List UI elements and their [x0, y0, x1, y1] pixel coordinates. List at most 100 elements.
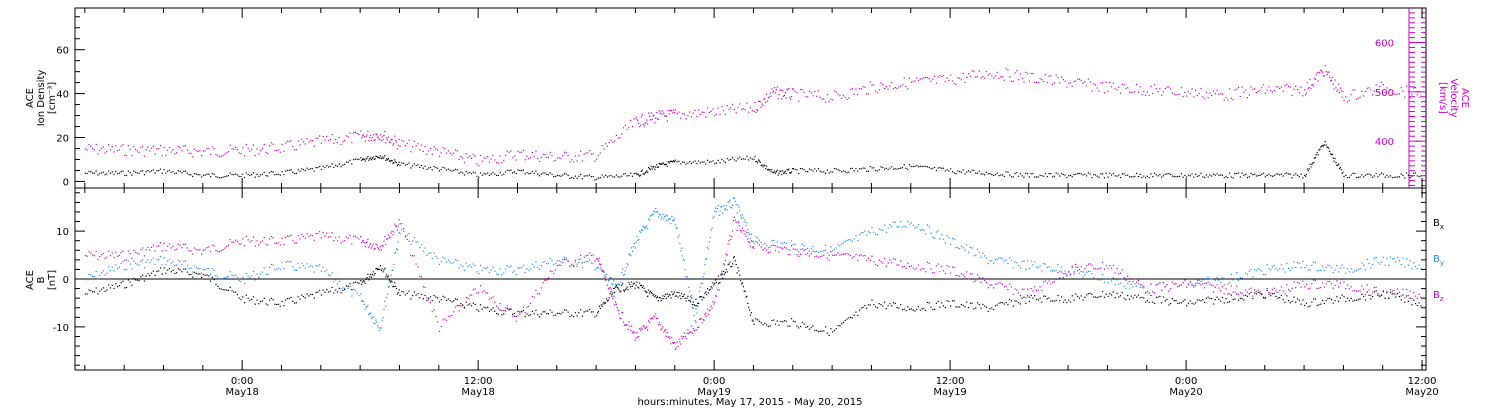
- data-point-by: [634, 247, 636, 249]
- data-point-bx: [750, 312, 752, 314]
- data-point-bz: [673, 342, 675, 344]
- data-point-ion-density: [896, 168, 898, 170]
- data-point-ion-density: [386, 159, 389, 161]
- data-point-bx: [898, 307, 900, 309]
- data-point-ion-density: [1057, 173, 1059, 175]
- data-point-ion-density: [651, 168, 653, 170]
- data-point-by: [855, 234, 857, 237]
- data-point-velocity: [462, 157, 464, 159]
- data-point-bz: [691, 332, 693, 334]
- data-point-ion-density: [1034, 176, 1036, 178]
- data-point-bx: [844, 319, 846, 322]
- data-point-ion-density: [1050, 172, 1052, 175]
- legend-bx: Bx: [1433, 218, 1444, 231]
- data-point-ion-density: [1166, 173, 1168, 175]
- panel2-series: [84, 197, 1422, 351]
- data-point-ion-density: [786, 169, 788, 171]
- data-point-bz: [910, 265, 912, 267]
- data-point-velocity: [1286, 83, 1288, 85]
- data-point-bx: [199, 273, 201, 275]
- data-point-by: [976, 248, 979, 250]
- data-point-bz: [567, 260, 569, 262]
- data-point-by: [354, 289, 356, 292]
- data-point-bx: [782, 321, 784, 323]
- data-point-bz: [373, 248, 375, 250]
- data-point-ion-density: [982, 173, 984, 175]
- data-point-ion-density: [946, 169, 948, 171]
- data-point-velocity: [1346, 101, 1349, 103]
- data-point-by: [274, 269, 276, 271]
- data-point-bx: [1014, 300, 1016, 302]
- panel1-ylabel-line1: ACE: [25, 88, 36, 108]
- data-point-by: [1259, 269, 1261, 271]
- data-point-by: [824, 244, 827, 247]
- data-point-ion-density: [1128, 176, 1131, 178]
- data-point-velocity: [835, 91, 837, 93]
- data-point-by: [590, 262, 592, 264]
- data-point-by: [1209, 278, 1211, 280]
- data-point-bz: [755, 240, 757, 243]
- data-point-ion-density: [267, 175, 269, 177]
- data-point-bx: [681, 296, 684, 298]
- data-point-bx: [201, 276, 203, 278]
- data-point-ion-density: [670, 160, 672, 163]
- data-point-bz: [862, 255, 864, 257]
- data-point-bz: [597, 258, 599, 260]
- data-point-by: [632, 245, 634, 248]
- data-point-bx: [364, 282, 366, 284]
- data-point-ion-density: [499, 171, 501, 174]
- data-point-ion-density: [668, 162, 670, 164]
- data-point-velocity: [199, 150, 201, 152]
- data-point-by: [1139, 286, 1141, 288]
- data-point-ion-density: [1136, 172, 1138, 175]
- data-point-ion-density: [127, 170, 129, 172]
- data-point-by: [1318, 270, 1320, 272]
- data-point-bz: [944, 272, 946, 275]
- data-point-ion-density: [1044, 172, 1047, 175]
- data-point-bx: [787, 325, 789, 327]
- data-point-by: [712, 217, 714, 219]
- data-point-ion-density: [783, 172, 786, 174]
- data-point-by: [1039, 265, 1041, 267]
- data-point-by: [776, 241, 778, 243]
- data-point-ion-density: [1144, 177, 1147, 179]
- data-point-ion-density: [206, 173, 208, 175]
- data-point-bz: [1141, 284, 1143, 286]
- data-point-ion-density: [608, 175, 610, 177]
- data-point-bz: [650, 318, 652, 320]
- data-point-bz: [1268, 291, 1270, 293]
- data-point-velocity: [344, 139, 346, 142]
- data-point-bz: [479, 285, 482, 287]
- data-point-bx: [433, 294, 435, 297]
- data-point-ion-density: [878, 169, 880, 171]
- data-point-bx: [951, 300, 954, 302]
- data-point-ion-density: [150, 170, 153, 172]
- data-point-velocity: [115, 145, 117, 147]
- data-point-ion-density: [306, 167, 308, 169]
- data-point-bz: [778, 251, 780, 253]
- data-point-by: [1354, 270, 1356, 272]
- data-point-bx: [1348, 300, 1350, 302]
- data-point-bz: [152, 244, 154, 246]
- data-point-bz: [710, 305, 712, 307]
- data-point-bx: [540, 313, 542, 315]
- data-point-bx: [392, 285, 394, 288]
- data-point-ion-density: [1277, 173, 1279, 175]
- data-point-bz: [615, 303, 617, 305]
- data-point-bz: [819, 256, 821, 258]
- data-point-bz: [647, 320, 650, 322]
- data-point-bx: [306, 293, 308, 295]
- data-point-by: [1295, 266, 1297, 269]
- data-point-bx: [725, 268, 727, 271]
- data-point-by: [1093, 276, 1095, 279]
- data-point-ion-density: [247, 173, 249, 176]
- data-point-ion-density: [619, 176, 621, 178]
- data-point-bz: [851, 257, 853, 259]
- data-point-bx: [1159, 295, 1161, 298]
- data-point-bz: [1193, 286, 1195, 288]
- data-point-velocity: [122, 144, 124, 146]
- data-point-bz: [1386, 290, 1388, 292]
- data-point-velocity: [1189, 92, 1191, 95]
- data-point-by: [218, 278, 221, 280]
- data-point-by: [1225, 278, 1227, 280]
